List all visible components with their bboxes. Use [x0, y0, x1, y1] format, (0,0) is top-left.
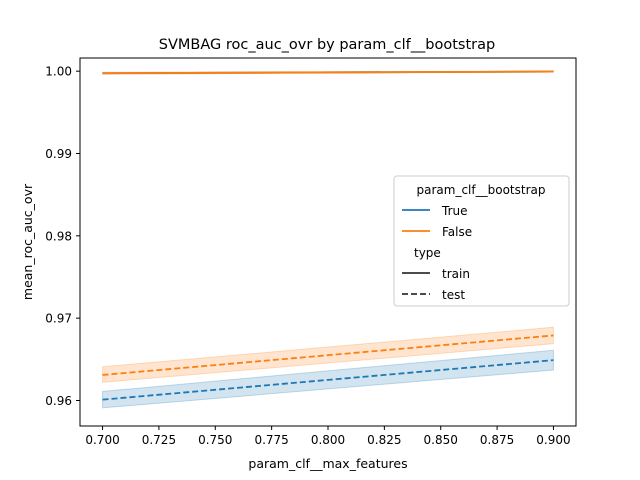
x-tick-label: 0.825	[367, 433, 401, 447]
x-tick-label: 0.800	[311, 433, 345, 447]
legend: param_clf__bootstrap True False type tra…	[393, 175, 570, 307]
x-tick-label: 0.875	[480, 433, 514, 447]
y-axis-label: mean_roc_auc_ovr	[20, 183, 35, 300]
y-tick-label: 0.99	[45, 147, 72, 161]
y-tick-label: 1.00	[45, 65, 72, 79]
x-tick-label: 0.750	[198, 433, 232, 447]
legend-box	[393, 175, 570, 307]
x-tick-label: 0.700	[85, 433, 119, 447]
chart-title: SVMBAG roc_auc_ovr by param_clf__bootstr…	[159, 37, 495, 53]
legend-false-label: False	[442, 225, 472, 239]
legend-style-title: type	[414, 246, 441, 260]
legend-true-label: True	[441, 204, 468, 218]
x-tick-label: 0.900	[536, 433, 570, 447]
series-line-false-train	[102, 70, 554, 75]
series-line-true-test	[102, 359, 554, 401]
x-tick-label: 0.850	[424, 433, 458, 447]
x-tick-label: 0.775	[254, 433, 288, 447]
y-tick-label: 0.96	[45, 394, 72, 408]
x-tick-label: 0.725	[142, 433, 176, 447]
legend-hue-title: param_clf__bootstrap	[417, 183, 546, 197]
y-tick-label: 0.97	[45, 312, 72, 326]
series-line-false-test	[102, 334, 554, 376]
legend-test-label: test	[442, 288, 465, 302]
legend-train-label: train	[442, 267, 470, 281]
x-axis-label: param_clf__max_features	[248, 456, 407, 471]
y-tick-label: 0.98	[45, 229, 72, 243]
